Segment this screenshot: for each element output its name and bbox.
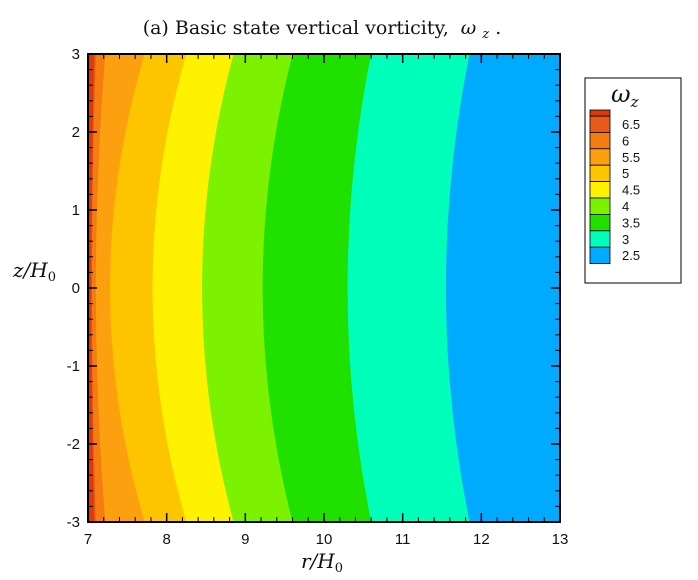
legend-label: 5.5 — [622, 150, 640, 165]
plot-area — [87, 53, 561, 523]
legend-swatch — [589, 131, 611, 150]
chart-title-prefix: (a) Basic state vertical vorticity, — [143, 17, 449, 39]
x-axis-label-sub: 0 — [335, 561, 343, 576]
legend-swatch — [589, 230, 611, 248]
legend-swatch — [589, 213, 611, 232]
y-axis-label-main: z/H — [12, 258, 48, 282]
x-tick-label: 8 — [162, 531, 170, 548]
legend-swatch — [589, 246, 611, 264]
legend-swatch — [589, 181, 611, 199]
y-tick-label: -3 — [67, 514, 80, 531]
legend-items: 6.56 5.55 4.543.5 32.5 — [589, 109, 640, 264]
chart-title-suffix: . — [495, 17, 501, 39]
y-tick-label: -1 — [67, 358, 80, 375]
x-tick-label: 13 — [552, 531, 569, 548]
legend-label: 2.5 — [622, 248, 640, 263]
x-tick-label: 9 — [241, 531, 249, 548]
legend-title-subscript: z — [630, 93, 639, 111]
band-5.5 — [88, 54, 145, 522]
legend-swatch — [589, 164, 611, 182]
x-tick-label: 7 — [84, 531, 92, 548]
y-tick-label: -2 — [67, 436, 80, 453]
legend-label: 4 — [622, 199, 629, 214]
legend-title: ωz — [611, 80, 639, 111]
x-axis-label-main: r/H — [301, 549, 335, 573]
legend-label: 3.5 — [622, 215, 640, 230]
legend-label: 5 — [622, 166, 629, 181]
x-tick-label: 11 — [395, 531, 411, 548]
y-tick-label: 1 — [72, 202, 80, 219]
legend-swatch — [589, 148, 611, 166]
legend-title-symbol: ω — [611, 80, 631, 108]
chart-title-subscript: z — [481, 27, 489, 42]
y-tick-label: 3 — [72, 46, 80, 63]
legend-label: 4.5 — [622, 183, 640, 198]
legend-swatch — [589, 115, 611, 133]
chart-title: (a) Basic state vertical vorticity, ω z … — [143, 17, 502, 43]
legend-swatch — [589, 197, 611, 215]
x-tick-label: 10 — [316, 531, 333, 548]
x-tick-label: 12 — [473, 531, 490, 548]
legend-label: 3 — [622, 232, 629, 247]
legend-swatch-top — [589, 109, 611, 117]
legend-label: 6 — [622, 133, 629, 148]
y-tick-label: 0 — [72, 280, 80, 297]
legend-label: 6.5 — [622, 117, 640, 132]
x-axis-label: r/H0 — [301, 549, 343, 576]
y-axis-label: z/H0 — [12, 258, 56, 285]
legend: ωz 6.56 5.55 4.543.5 32.5 — [584, 77, 682, 284]
contour-bands — [88, 54, 560, 522]
y-tick-label: 2 — [72, 124, 80, 141]
y-axis-label-sub: 0 — [48, 270, 56, 285]
chart-title-symbol: ω — [461, 17, 477, 39]
